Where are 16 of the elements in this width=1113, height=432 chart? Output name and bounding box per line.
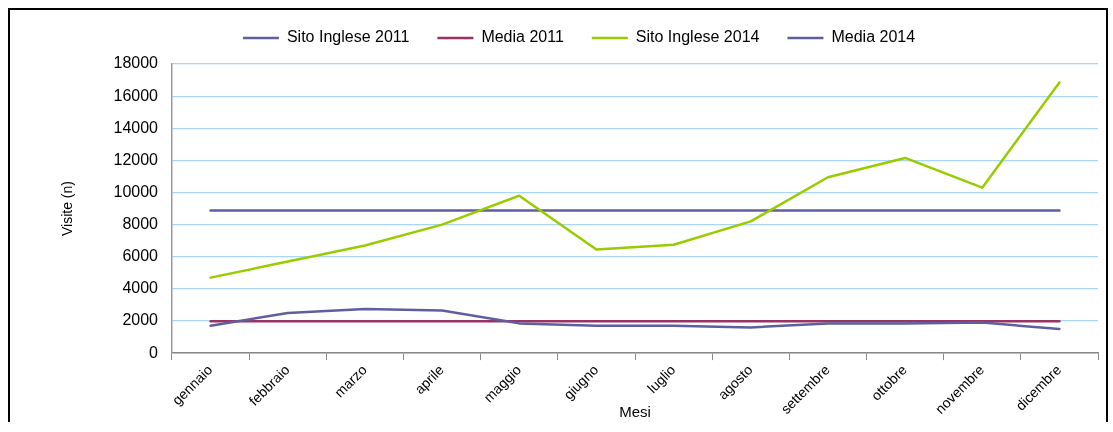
y-tick-label: 4000 — [122, 279, 159, 297]
y-tick-label: 10000 — [113, 182, 159, 200]
y-tick-label: 0 — [149, 343, 159, 361]
y-tick-label: 6000 — [122, 247, 159, 265]
y-tick-label: 16000 — [113, 86, 159, 104]
y-tick-label: 2000 — [122, 311, 159, 329]
legend-label: Media 2014 — [831, 28, 916, 46]
legend-label: Media 2011 — [481, 28, 564, 46]
legend-label: Sito Inglese 2014 — [635, 28, 760, 46]
y-tick-label: 18000 — [113, 54, 159, 72]
x-axis-title: Mesi — [619, 403, 651, 421]
legend-label: Sito Inglese 2011 — [286, 28, 410, 46]
y-tick-label: 14000 — [113, 118, 159, 136]
y-tick-label: 12000 — [113, 150, 159, 168]
y-axis-title: Visite (n) — [59, 181, 76, 237]
y-tick-label: 8000 — [122, 215, 159, 233]
